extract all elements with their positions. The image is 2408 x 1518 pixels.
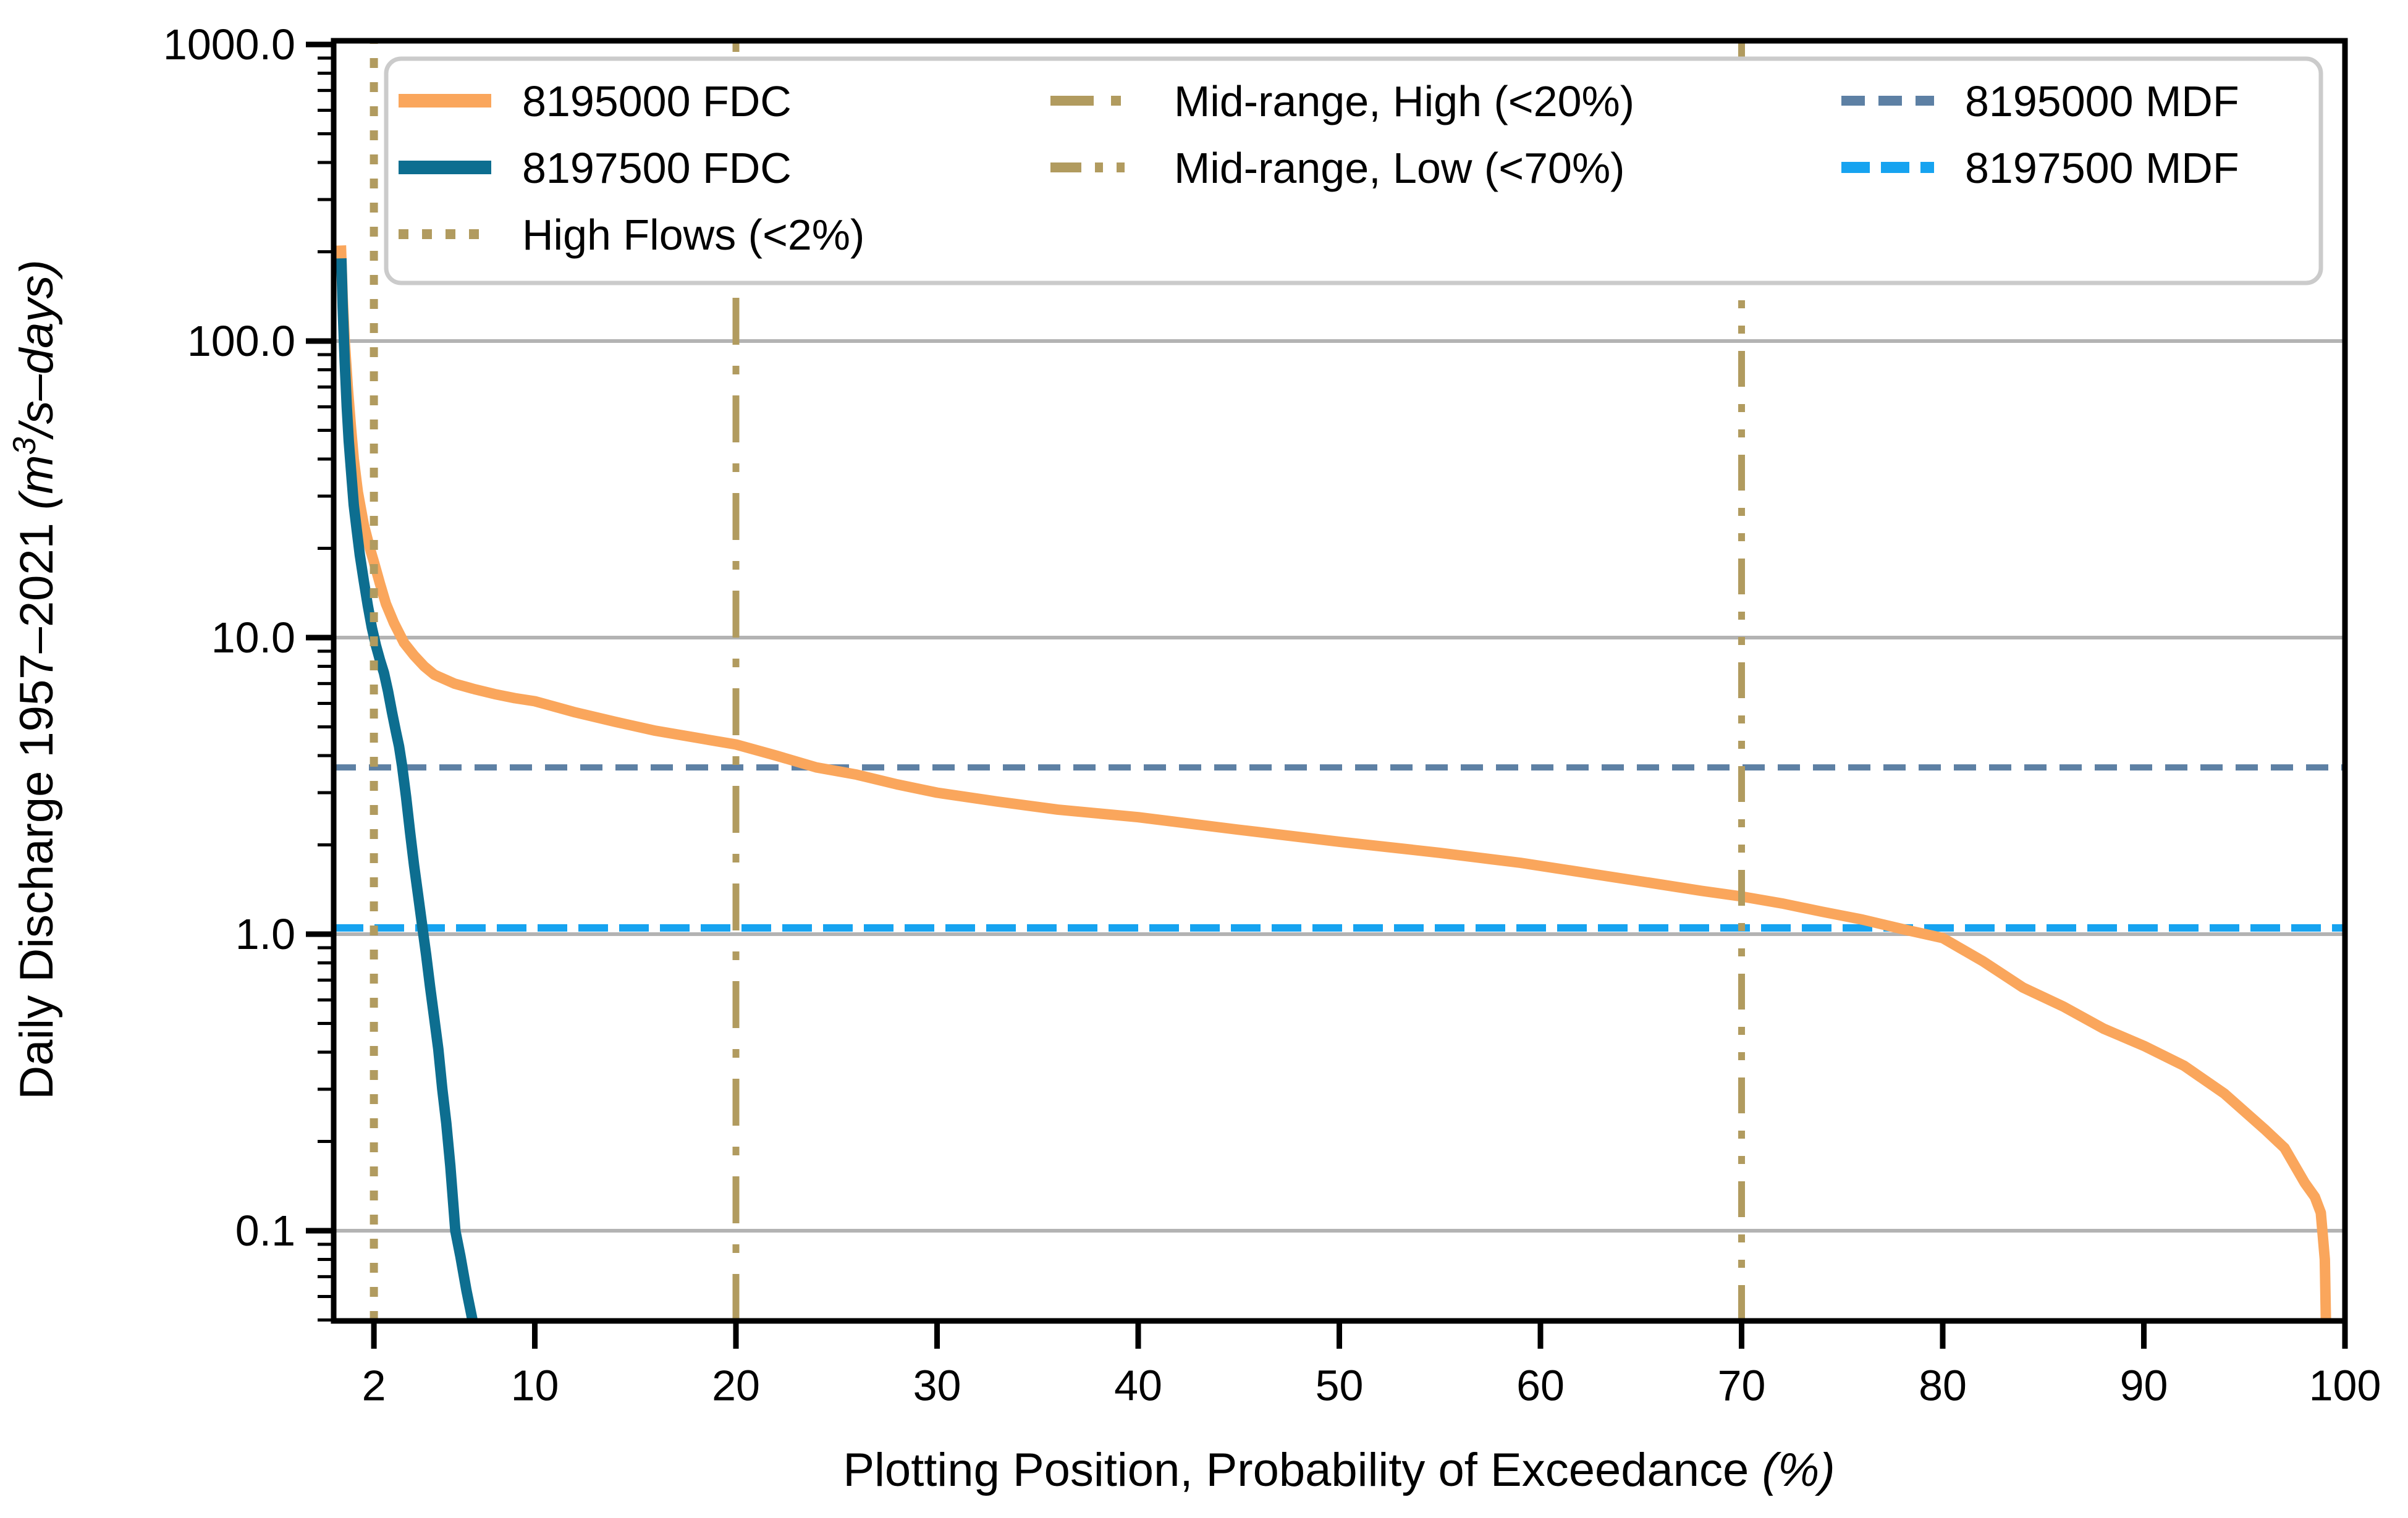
y-gridlines — [334, 339, 2345, 1233]
y-axis-title: Daily Discharge 1957–2021 (m3/s–days) — [7, 259, 63, 1100]
x-axis-tick-label: 50 — [1316, 1361, 1364, 1409]
y-axis-tick-label: 1000.0 — [163, 20, 295, 69]
legend-label: Mid-range, High (<20%) — [1174, 77, 1634, 125]
legend-item-8195000-mdf: 8195000 MDF — [1841, 77, 2239, 125]
x-axis-title-unit: (%) — [1762, 1444, 1835, 1496]
legend-label: High Flows (<2%) — [522, 211, 864, 259]
x-axis-tick-label: 70 — [1718, 1361, 1766, 1409]
fdc-curve-8195000 — [336, 245, 2331, 1320]
legend-item-mid-range-low: Mid-range, Low (<70%) — [1050, 144, 1625, 192]
legend-label: Mid-range, Low (<70%) — [1174, 144, 1625, 192]
x-axis-tick-label: 40 — [1114, 1361, 1162, 1409]
y-axis-title-text: Daily Discharge 1957–2021 — [11, 510, 63, 1100]
x-axis-title-text: Plotting Position, Probability of Exceed… — [843, 1444, 1762, 1496]
x-axis-tick-label: 100 — [2309, 1361, 2381, 1409]
legend-item-mid-range-high: Mid-range, High (<20%) — [1050, 77, 1634, 125]
y-axis-title-superscript: 3 — [7, 437, 43, 455]
legend-item-high-flows: High Flows (<2%) — [399, 211, 864, 259]
legend-label: 8197500 MDF — [1965, 144, 2239, 192]
legend-item-8195000-fdc: 8195000 FDC — [399, 77, 792, 125]
x-axis-tick-label: 90 — [2120, 1361, 2168, 1409]
legend-item-8197500-fdc: 8197500 FDC — [399, 144, 792, 192]
fdc-curve-8197500 — [336, 258, 478, 1322]
x-axis-ticks: 2 10 20 30 40 50 60 70 80 90 100 — [362, 1321, 2381, 1409]
y-axis-ticks: 1000.0 100.0 10.0 1.0 0.1 — [163, 20, 334, 1322]
x-axis-tick-label: 2 — [362, 1361, 386, 1409]
y-axis-tick-label: 10.0 — [211, 614, 295, 662]
legend-box — [384, 56, 2323, 285]
x-axis-tick-label: 20 — [712, 1361, 760, 1409]
y-axis-tick-label: 100.0 — [187, 317, 295, 365]
x-axis-tick-label: 60 — [1516, 1361, 1565, 1409]
legend-item-8197500-mdf: 8197500 MDF — [1841, 144, 2239, 192]
y-axis-tick-label: 1.0 — [235, 910, 295, 958]
x-axis-title: Plotting Position, Probability of Exceed… — [843, 1444, 1835, 1496]
x-axis-tick-label: 10 — [511, 1361, 559, 1409]
legend-label: 8195000 FDC — [522, 77, 792, 125]
y-axis-title-unit-rest: /s–days) — [11, 259, 63, 440]
y-axis-title-unit-open: (m — [11, 455, 63, 510]
legend-label: 8197500 FDC — [522, 144, 792, 192]
x-axis-tick-label: 80 — [1919, 1361, 1967, 1409]
y-axis-tick-label: 0.1 — [235, 1207, 295, 1255]
legend: 8195000 FDC 8197500 FDC High Flows (<2%)… — [384, 56, 2323, 285]
x-axis-tick-label: 30 — [913, 1361, 961, 1409]
legend-label: 8195000 MDF — [1965, 77, 2239, 125]
